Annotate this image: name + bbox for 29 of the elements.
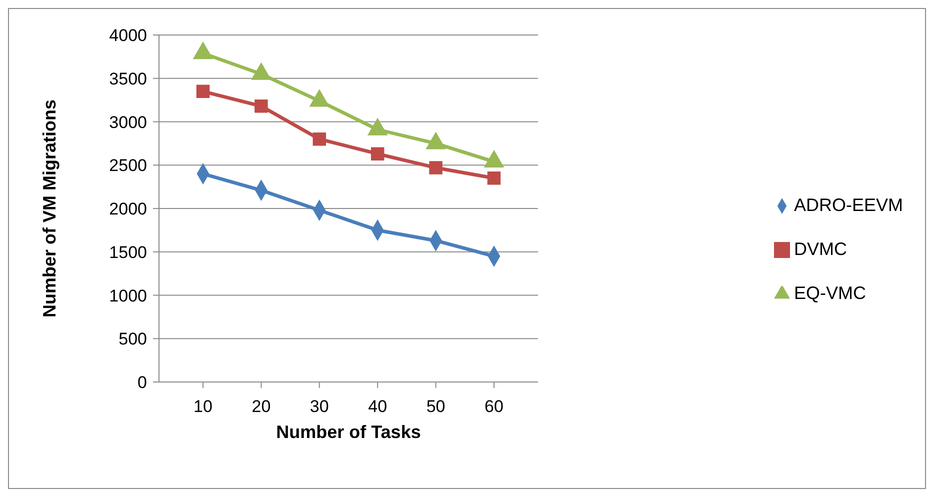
y-tick-label: 3500 (109, 69, 147, 88)
point (487, 172, 501, 185)
y-tick-label: 1000 (109, 286, 147, 306)
point (429, 161, 442, 174)
y-tick-label: 2000 (109, 200, 147, 219)
y-tick-label: 4000 (109, 26, 147, 46)
x-tick-label: 60 (484, 397, 504, 416)
point (310, 90, 330, 107)
point (370, 147, 384, 160)
point (426, 132, 446, 150)
point (368, 118, 388, 136)
point (251, 62, 272, 80)
y-tick-label: 1500 (109, 242, 147, 262)
x-tick-label: 20 (252, 397, 271, 416)
x-tick-label: 10 (194, 397, 212, 416)
legend-label: EQ-VMC (794, 282, 866, 302)
y-tick-label: 2500 (109, 156, 147, 176)
x-tick-label: 30 (310, 397, 329, 416)
y-tick-label: 0 (138, 373, 147, 392)
y-axis-title: Number of VM Migrations (39, 99, 60, 318)
point (312, 132, 326, 146)
legend-label: DVMC (794, 238, 847, 258)
y-tick-label: 3000 (109, 112, 147, 132)
x-axis-title: Number of Tasks (276, 422, 421, 442)
point (193, 42, 213, 60)
x-tick-label: 50 (426, 397, 446, 416)
legend-label: ADRO-EEVM (794, 194, 903, 214)
y-tick-label: 500 (118, 330, 147, 349)
x-tick-label: 40 (368, 397, 388, 416)
